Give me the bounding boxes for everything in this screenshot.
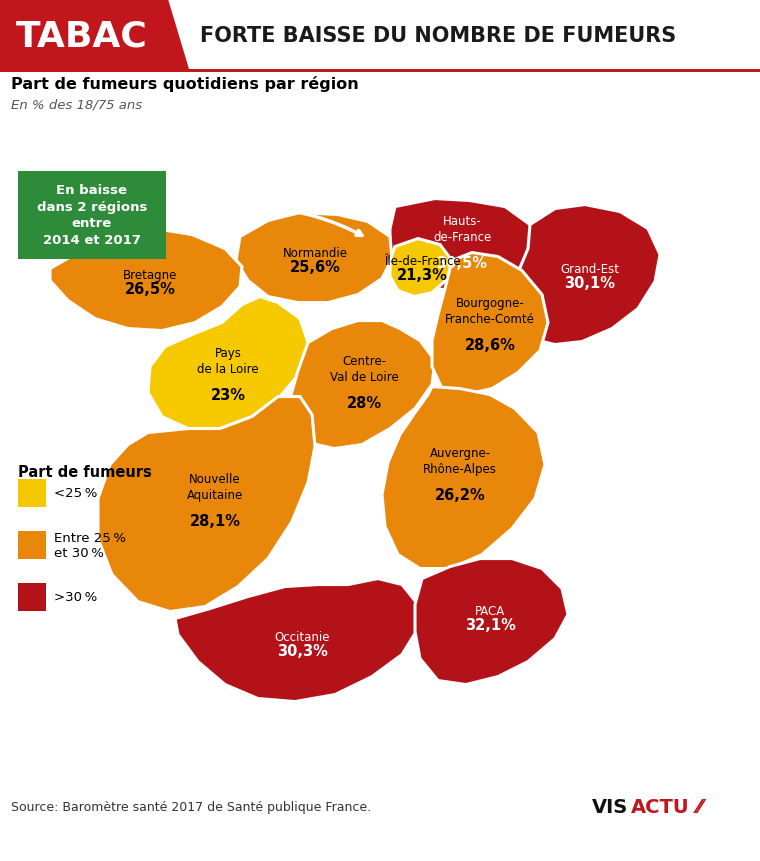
Text: En % des 18/75 ans: En % des 18/75 ans bbox=[11, 99, 143, 112]
Polygon shape bbox=[98, 397, 315, 612]
Text: Part de fumeurs quotidiens par région: Part de fumeurs quotidiens par région bbox=[11, 76, 359, 92]
Text: TABAC: TABAC bbox=[16, 19, 147, 53]
Text: Pays
de la Loire: Pays de la Loire bbox=[197, 347, 259, 375]
Polygon shape bbox=[0, 71, 760, 73]
Text: 23%: 23% bbox=[211, 387, 245, 403]
Text: En baisse
dans 2 régions
entre
2014 et 2017: En baisse dans 2 régions entre 2014 et 2… bbox=[36, 184, 147, 246]
Polygon shape bbox=[290, 321, 435, 449]
FancyBboxPatch shape bbox=[18, 531, 46, 559]
Text: 30,3%: 30,3% bbox=[277, 643, 328, 659]
Text: Source: Baromètre santé 2017 de Santé publique France.: Source: Baromètre santé 2017 de Santé pu… bbox=[11, 800, 372, 814]
Text: FORTE BAISSE DU NOMBRE DE FUMEURS: FORTE BAISSE DU NOMBRE DE FUMEURS bbox=[200, 26, 676, 46]
Text: Île-de-France: Île-de-France bbox=[384, 255, 461, 268]
FancyBboxPatch shape bbox=[18, 171, 166, 259]
Text: VIS: VIS bbox=[592, 797, 629, 816]
Polygon shape bbox=[148, 297, 308, 429]
Text: 26,2%: 26,2% bbox=[435, 487, 486, 503]
Text: Entre 25 %
et 30 %: Entre 25 % et 30 % bbox=[54, 531, 126, 559]
Text: >30 %: >30 % bbox=[54, 591, 97, 604]
Text: <25 %: <25 % bbox=[54, 486, 97, 499]
Text: 26,5%: 26,5% bbox=[125, 282, 176, 297]
Polygon shape bbox=[415, 559, 568, 684]
Text: Centre-
Val de Loire: Centre- Val de Loire bbox=[330, 355, 398, 383]
FancyBboxPatch shape bbox=[18, 583, 46, 610]
Polygon shape bbox=[175, 579, 418, 702]
Text: Bretagne: Bretagne bbox=[123, 269, 177, 282]
Polygon shape bbox=[236, 214, 392, 303]
Text: Part de fumeurs: Part de fumeurs bbox=[18, 464, 152, 479]
Text: 28,6%: 28,6% bbox=[464, 338, 515, 353]
Text: 21,3%: 21,3% bbox=[397, 268, 448, 282]
Text: ACTU: ACTU bbox=[631, 797, 689, 816]
Text: Normandie: Normandie bbox=[283, 247, 347, 260]
Text: Occitanie: Occitanie bbox=[274, 630, 330, 643]
Text: 28,1%: 28,1% bbox=[189, 513, 240, 529]
Text: Nouvelle
Aquitaine: Nouvelle Aquitaine bbox=[187, 473, 243, 501]
Polygon shape bbox=[432, 253, 548, 395]
Polygon shape bbox=[0, 0, 190, 73]
Text: 32,1%: 32,1% bbox=[464, 617, 515, 632]
FancyBboxPatch shape bbox=[18, 479, 46, 507]
Text: 30,1%: 30,1% bbox=[565, 276, 616, 291]
Polygon shape bbox=[50, 229, 242, 331]
Text: 28%: 28% bbox=[347, 395, 382, 411]
Text: 30,5%: 30,5% bbox=[436, 256, 487, 270]
Polygon shape bbox=[512, 205, 660, 345]
Text: Hauts-
de-France: Hauts- de-France bbox=[433, 215, 491, 244]
Text: PACA: PACA bbox=[475, 604, 505, 617]
Polygon shape bbox=[390, 199, 535, 291]
Text: Auvergne-
Rhône-Alpes: Auvergne- Rhône-Alpes bbox=[423, 447, 497, 475]
Polygon shape bbox=[390, 239, 452, 297]
Text: ⁄⁄: ⁄⁄ bbox=[697, 797, 704, 816]
Polygon shape bbox=[382, 387, 545, 569]
Text: 25,6%: 25,6% bbox=[290, 260, 340, 275]
Text: Grand-Est: Grand-Est bbox=[560, 263, 619, 276]
Text: Bourgogne-
Franche-Comté: Bourgogne- Franche-Comté bbox=[445, 297, 535, 325]
